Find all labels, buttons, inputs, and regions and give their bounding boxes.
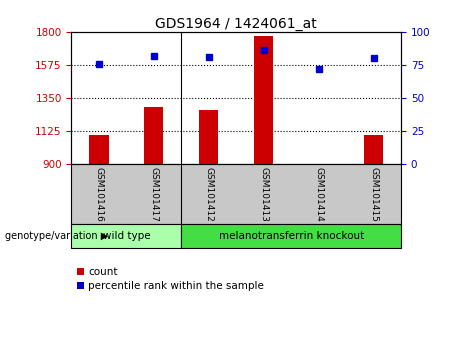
Text: melanotransferrin knockout: melanotransferrin knockout (219, 231, 364, 241)
Bar (309, 164, 328, 169)
Bar (181, 224, 401, 248)
Legend: count, percentile rank within the sample: count, percentile rank within the sample (77, 267, 264, 291)
Text: GSM101417: GSM101417 (149, 167, 159, 222)
Text: GSM101415: GSM101415 (369, 167, 378, 222)
Text: GSM101413: GSM101413 (259, 167, 268, 222)
Bar (89, 135, 108, 164)
Bar (71, 224, 181, 248)
Bar (254, 36, 273, 164)
Text: GSM101414: GSM101414 (314, 167, 323, 222)
Text: genotype/variation ▶: genotype/variation ▶ (5, 231, 108, 241)
Bar (199, 110, 219, 164)
Text: GSM101416: GSM101416 (95, 167, 103, 222)
Text: GSM101412: GSM101412 (204, 167, 213, 222)
Bar (364, 135, 383, 164)
Title: GDS1964 / 1424061_at: GDS1964 / 1424061_at (155, 17, 317, 31)
Bar (144, 107, 164, 164)
Text: wild type: wild type (103, 231, 150, 241)
